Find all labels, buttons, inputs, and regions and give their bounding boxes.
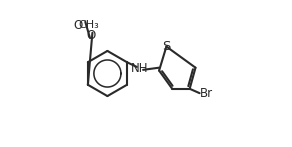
Text: O: O <box>73 19 82 32</box>
Text: CH₃: CH₃ <box>78 20 99 30</box>
Text: O: O <box>86 29 95 42</box>
Text: Br: Br <box>200 87 213 100</box>
Text: NH: NH <box>131 62 148 75</box>
Text: S: S <box>162 40 171 53</box>
